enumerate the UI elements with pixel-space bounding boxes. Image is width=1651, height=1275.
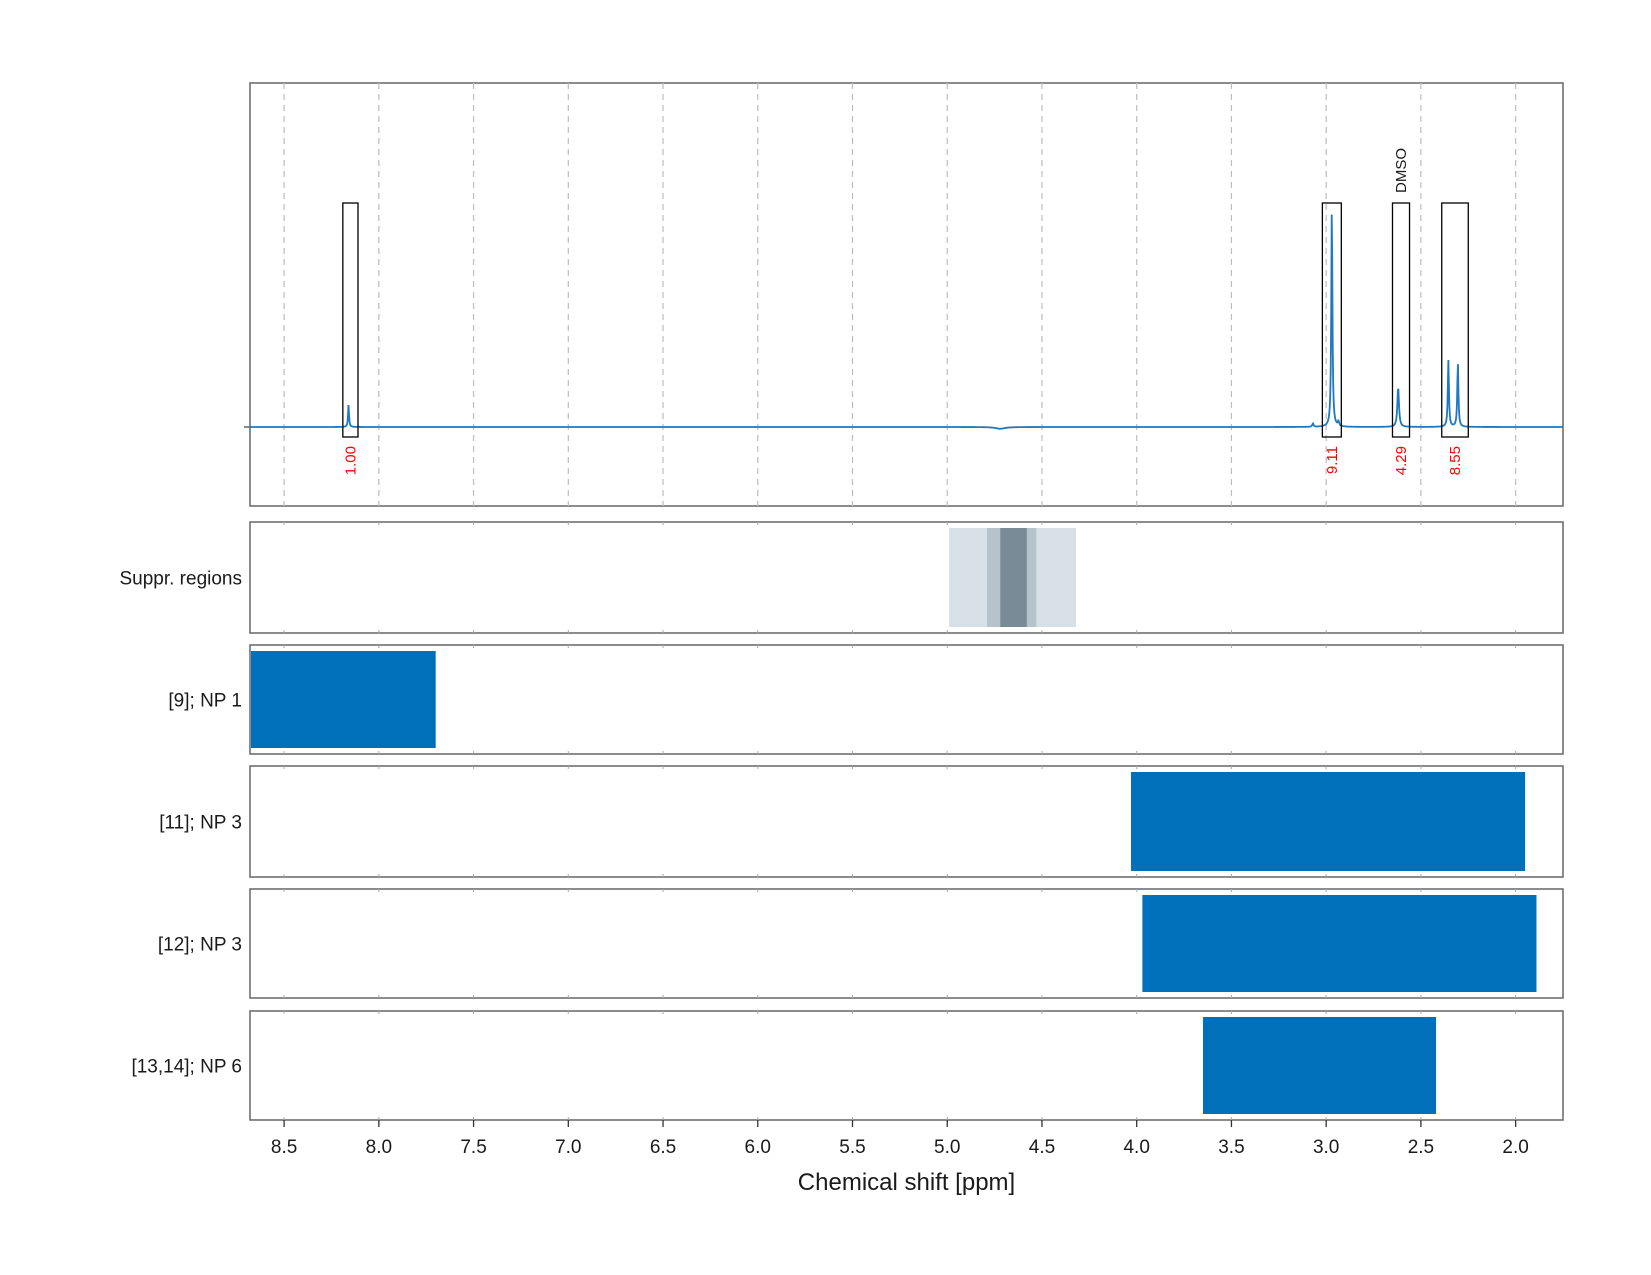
row-band xyxy=(1203,1017,1437,1114)
integral-label: 1.00 xyxy=(342,446,359,475)
integral-label: 9.11 xyxy=(1324,446,1341,474)
x-axis-title: Chemical shift [ppm] xyxy=(798,1169,1015,1196)
x-tick-label: 2.0 xyxy=(1502,1137,1528,1158)
row-band xyxy=(1000,528,1027,627)
x-tick-label: 4.0 xyxy=(1123,1137,1149,1158)
row-frame xyxy=(249,521,1564,634)
row-label: [11]; NP 3 xyxy=(159,813,242,834)
integration-box xyxy=(342,202,359,438)
x-tick-label: 6.0 xyxy=(745,1137,771,1158)
x-tick-label: 4.5 xyxy=(1029,1137,1055,1158)
spectrum-panel: 1.00 9.11 4.29 DMSO 8.55 xyxy=(244,82,1564,507)
peak-annotation: DMSO xyxy=(1393,148,1410,193)
row-frame xyxy=(249,644,1564,755)
band-row: [9]; NP 1 xyxy=(168,644,1564,755)
x-tick-label: 2.5 xyxy=(1408,1137,1434,1158)
x-tick-label: 7.5 xyxy=(460,1137,486,1158)
row-band xyxy=(1142,895,1537,992)
row-label: [9]; NP 1 xyxy=(168,691,242,712)
x-tick-label: 3.5 xyxy=(1218,1137,1244,1158)
row-label: Suppr. regions xyxy=(119,569,242,590)
x-tick-label: 5.0 xyxy=(934,1137,960,1158)
row-label: [13,14]; NP 6 xyxy=(131,1057,242,1078)
integral-label: 4.29 xyxy=(1393,446,1410,475)
integration-box xyxy=(1391,202,1411,438)
integration-box xyxy=(1441,202,1469,438)
row-band xyxy=(1131,772,1526,871)
x-tick-label: 3.0 xyxy=(1313,1137,1339,1158)
x-tick-label: 5.5 xyxy=(839,1137,865,1158)
spectrum-line xyxy=(250,214,1563,430)
x-tick-label: 7.0 xyxy=(555,1137,581,1158)
x-tick-label: 8.5 xyxy=(271,1137,297,1158)
integral-label: 8.55 xyxy=(1447,446,1464,475)
band-row: [13,14]; NP 6 xyxy=(131,1010,1564,1121)
x-tick-label: 8.0 xyxy=(366,1137,392,1158)
row-label: [12]; NP 3 xyxy=(158,935,242,956)
band-row: [12]; NP 3 xyxy=(158,888,1564,999)
row-band xyxy=(251,651,436,748)
spectrum-frame xyxy=(249,82,1564,507)
x-axis: 8.5 8.0 7.5 7.0 6.5 6.0 5.5 5.0 4.5 4.0 3.5 3.0 2.5 2… xyxy=(271,1120,1529,1196)
integration-box xyxy=(1321,202,1342,438)
band-row: [11]; NP 3 xyxy=(159,765,1564,878)
band-row: Suppr. regions xyxy=(119,521,1564,634)
x-tick-label: 6.5 xyxy=(650,1137,676,1158)
